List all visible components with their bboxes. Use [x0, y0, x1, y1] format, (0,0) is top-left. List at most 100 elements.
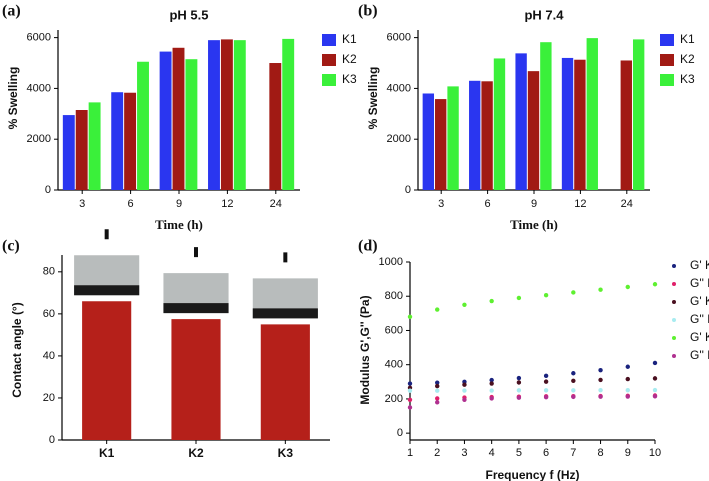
x-tick-label: 3: [438, 198, 444, 210]
y-tick-label: 4000: [27, 82, 51, 94]
bar: [82, 301, 132, 440]
legend-label: G' K1: [690, 258, 709, 272]
bar: [561, 57, 574, 190]
point: [543, 395, 549, 400]
y-axis-label: % Swelling: [366, 67, 380, 130]
point: [462, 382, 467, 387]
point: [462, 397, 467, 402]
point: [625, 387, 630, 393]
point: [625, 364, 630, 369]
x-tick-label: 24: [270, 198, 282, 210]
y-tick-label: 1000: [379, 256, 403, 268]
x-tick-label: 6: [128, 198, 134, 210]
bar: [137, 61, 149, 190]
x-tick-label: 12: [221, 198, 233, 210]
legend-label: G'' K1: [690, 276, 709, 290]
bar: [282, 38, 295, 191]
x-tick-label: 2: [434, 447, 440, 459]
point: [516, 380, 522, 385]
point: [489, 298, 494, 304]
bar: [159, 51, 172, 190]
y-tick-label: 80: [43, 266, 55, 278]
point: [407, 381, 413, 386]
legend-swatch: [322, 74, 336, 86]
x-tick-label: 9: [176, 198, 182, 210]
bar: [447, 86, 459, 190]
bar: [88, 102, 101, 190]
legend-label: G' K2: [690, 294, 709, 308]
bar: [233, 40, 246, 191]
x-tick-label: 1: [407, 447, 413, 459]
point: [652, 360, 658, 366]
x-tick-label: K1: [99, 446, 115, 460]
panel-label: (c): [2, 238, 20, 255]
legend-swatch: [672, 264, 676, 268]
needle: [104, 229, 109, 240]
x-tick-label: 12: [574, 198, 586, 210]
x-tick-label: 24: [621, 198, 633, 210]
point: [571, 388, 576, 393]
y-tick-label: 0: [45, 184, 51, 196]
point: [516, 395, 522, 400]
point: [543, 388, 549, 393]
y-tick-label: 800: [385, 290, 403, 302]
point: [543, 373, 549, 379]
bar: [111, 92, 124, 190]
bar: [515, 53, 527, 190]
y-tick-label: 600: [385, 324, 403, 336]
legend-label: K2: [342, 52, 357, 66]
bar: [62, 115, 75, 190]
point: [598, 387, 603, 393]
bar: [422, 93, 435, 190]
bar: [172, 47, 185, 191]
point: [652, 376, 658, 381]
y-tick-label: 6000: [387, 32, 411, 44]
point: [652, 282, 658, 287]
legend-label: K2: [680, 52, 695, 66]
droplet-base: [252, 308, 318, 319]
y-tick-label: 60: [43, 308, 55, 320]
y-axis-label: % Swelling: [6, 67, 20, 130]
y-tick-label: 40: [43, 350, 55, 362]
point: [625, 376, 630, 382]
bar: [481, 81, 493, 190]
legend-swatch: [672, 354, 676, 358]
bar: [632, 39, 645, 191]
point: [407, 405, 413, 410]
legend-swatch: [660, 54, 674, 66]
bar: [540, 42, 552, 190]
point: [435, 396, 440, 401]
y-tick-label: 2000: [27, 133, 51, 145]
x-tick-label: 9: [531, 198, 537, 210]
x-axis-label: Time (h): [155, 217, 203, 232]
point: [435, 307, 440, 312]
legend-swatch: [322, 54, 336, 66]
point: [435, 380, 440, 385]
x-tick-label: 10: [649, 447, 661, 459]
legend-label: G'' K2: [690, 312, 709, 326]
y-axis-label: Modulus G',G'' (Pa): [358, 295, 372, 404]
point: [625, 394, 630, 399]
point: [435, 383, 440, 389]
legend-swatch: [672, 282, 676, 286]
legend-label: K3: [342, 72, 357, 86]
bar: [220, 39, 233, 191]
x-tick-label: 7: [570, 447, 576, 459]
point: [571, 371, 576, 376]
point: [435, 400, 440, 405]
bar: [435, 99, 447, 190]
legend-label: G' K3: [690, 330, 709, 344]
point: [516, 295, 522, 301]
point: [652, 387, 658, 393]
legend-swatch: [660, 74, 674, 86]
x-axis-label: Frequency f (Hz): [485, 468, 579, 481]
point: [598, 287, 603, 292]
panel-label: (d): [358, 238, 378, 255]
bar: [185, 59, 198, 191]
legend-swatch: [672, 300, 676, 304]
point: [435, 388, 440, 393]
bar: [620, 60, 632, 190]
y-axis-label: Contact angle (°): [10, 302, 24, 397]
point: [598, 394, 603, 399]
x-tick-label: 5: [516, 447, 522, 459]
